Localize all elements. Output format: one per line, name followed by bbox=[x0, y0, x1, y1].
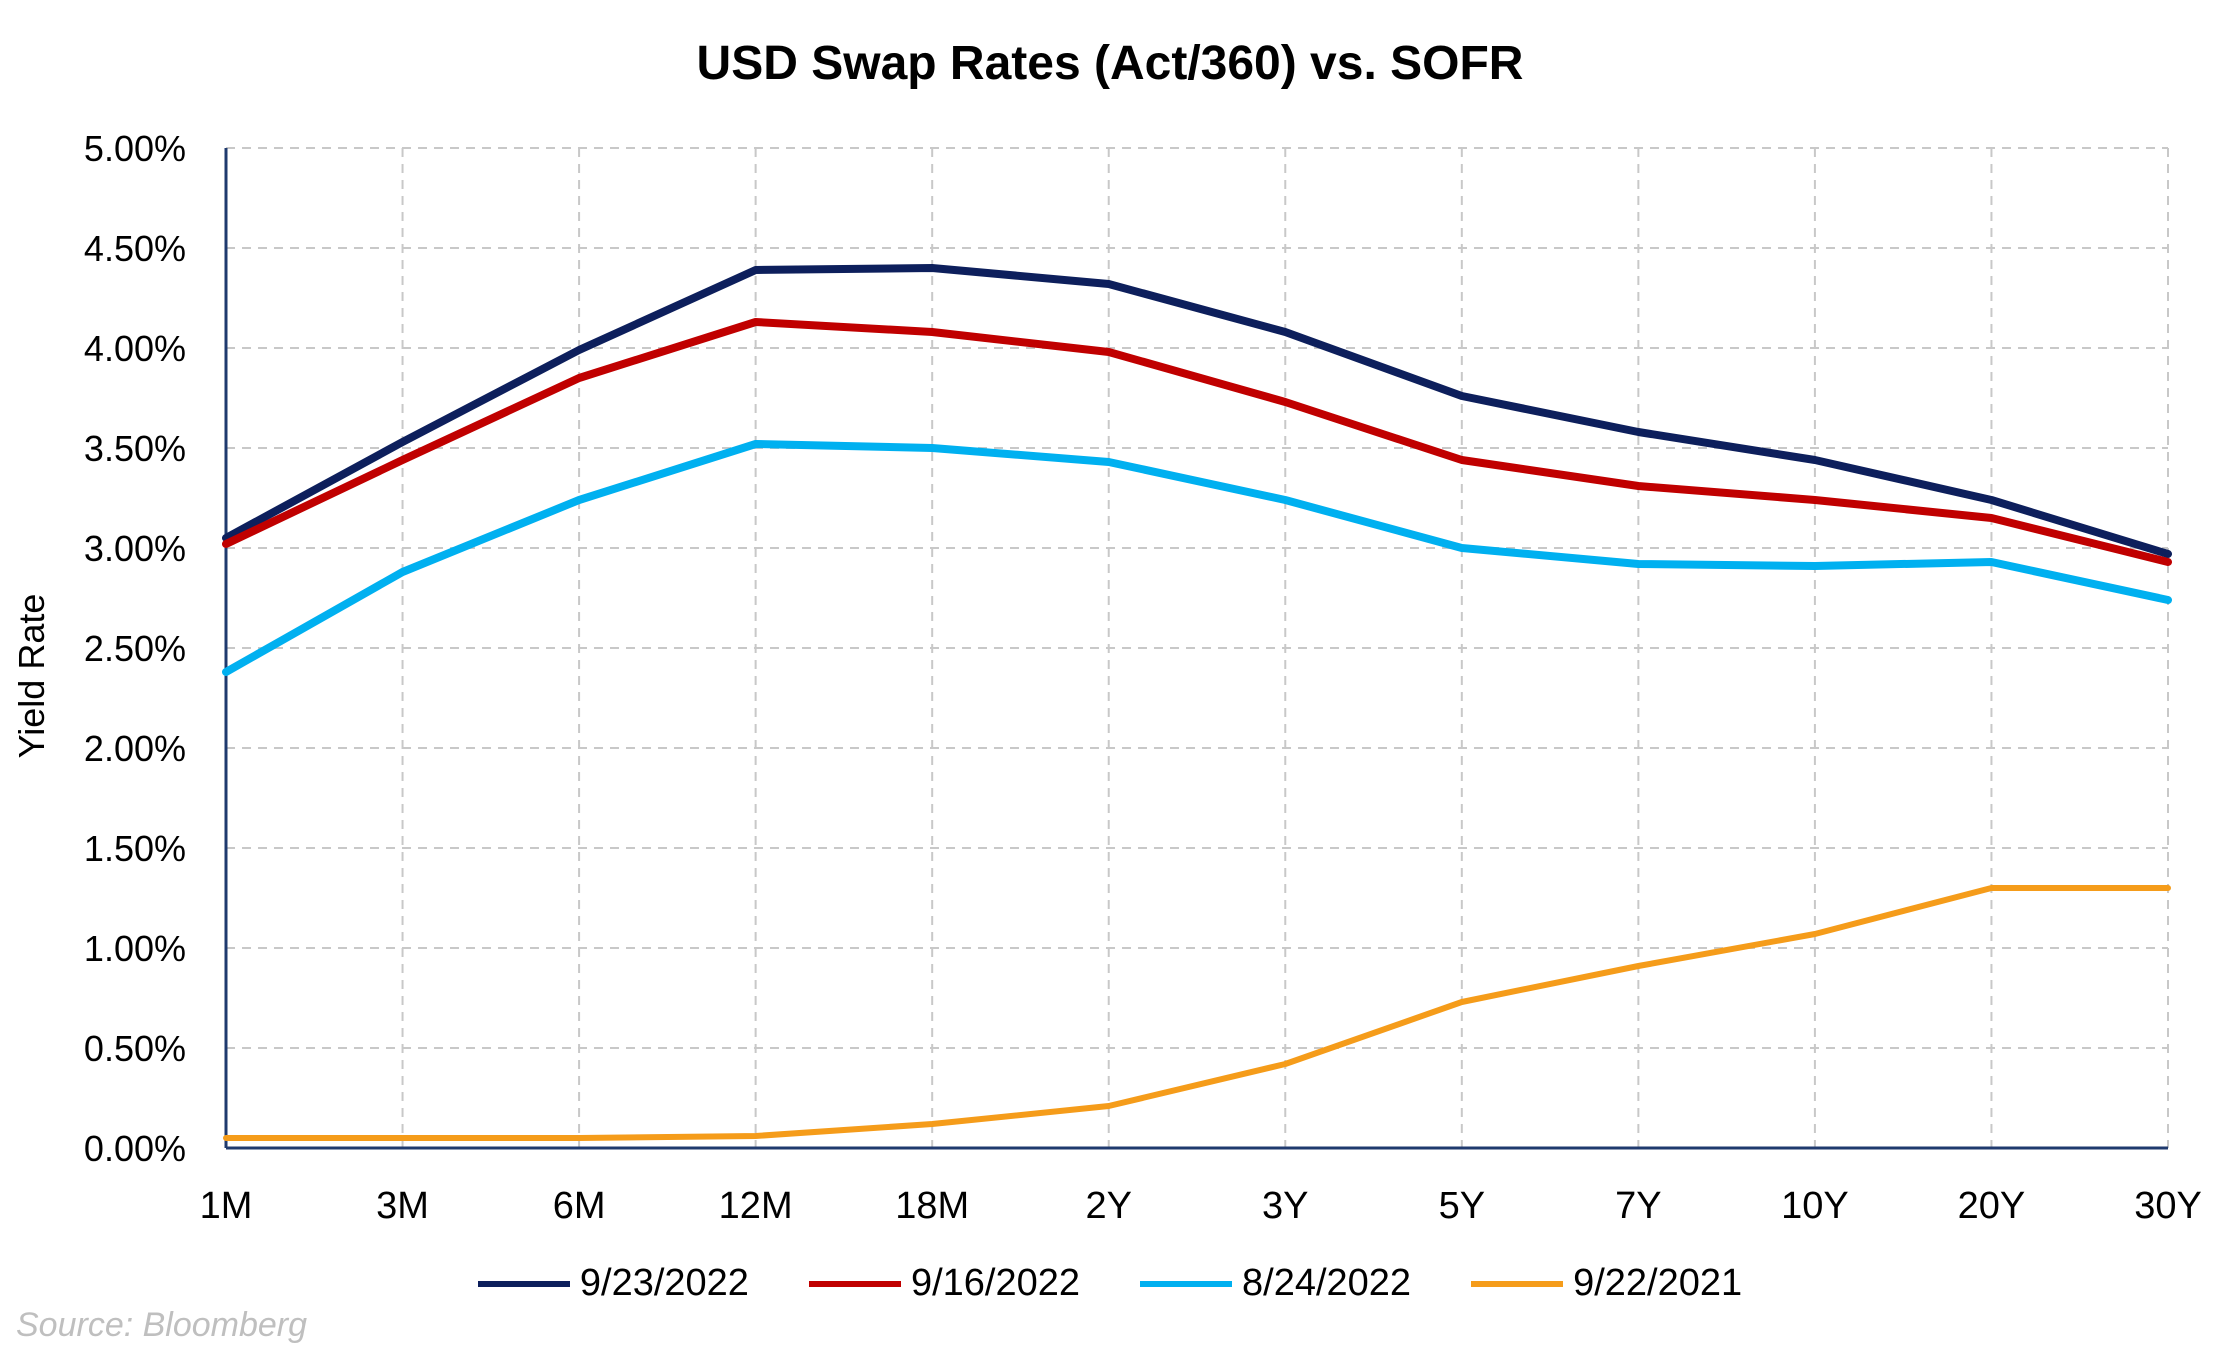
legend-swatch bbox=[477, 1280, 570, 1287]
x-tick-label: 3M bbox=[376, 1185, 429, 1227]
x-tick-label: 10Y bbox=[1781, 1185, 1849, 1227]
y-tick-label: 0.00% bbox=[84, 1128, 186, 1169]
y-tick-label: 3.00% bbox=[84, 528, 186, 569]
legend-item: 9/23/2022 bbox=[477, 1262, 749, 1305]
legend-item: 9/16/2022 bbox=[808, 1262, 1080, 1305]
axes bbox=[224, 148, 2168, 1150]
y-tick-label: 2.50% bbox=[84, 628, 186, 669]
series-lines bbox=[222, 264, 2172, 1141]
legend-item: 8/24/2022 bbox=[1140, 1262, 1411, 1305]
legend-label: 8/24/2022 bbox=[1242, 1262, 1412, 1304]
tick-labels: 0.00% 0.50% 1.00% 1.50% 2.00% 2.50% 3.00% 3.50%… bbox=[84, 128, 2202, 1227]
legend: 9/23/2022 9/16/2022 8/24/2022 9/22/2021 bbox=[0, 1262, 2220, 1305]
chart-title: USD Swap Rates (Act/360) vs. SOFR bbox=[696, 37, 1524, 90]
legend-item: 9/22/2021 bbox=[1471, 1262, 1742, 1305]
y-axis-label: Yield Rate bbox=[11, 593, 52, 759]
x-tick-label: 18M bbox=[895, 1185, 969, 1227]
legend-label: 9/22/2021 bbox=[1573, 1262, 1743, 1304]
series-line-1 bbox=[222, 264, 2172, 558]
x-tick-label: 1M bbox=[200, 1185, 253, 1227]
y-tick-label: 4.00% bbox=[84, 328, 186, 369]
x-tick-label: 5Y bbox=[1439, 1185, 1485, 1227]
y-tick-label: 4.50% bbox=[84, 228, 186, 269]
legend-label: 9/16/2022 bbox=[910, 1262, 1080, 1304]
y-tick-label: 5.00% bbox=[84, 128, 186, 169]
series-line-3 bbox=[222, 440, 2172, 676]
x-tick-label: 30Y bbox=[2134, 1185, 2202, 1227]
series-line-2 bbox=[222, 318, 2172, 566]
x-tick-label: 20Y bbox=[1958, 1185, 2026, 1227]
legend-label: 9/23/2022 bbox=[579, 1262, 749, 1304]
y-tick-label: 1.50% bbox=[84, 828, 186, 869]
x-tick-label: 7Y bbox=[1615, 1185, 1661, 1227]
series-line-4 bbox=[223, 885, 2171, 1141]
legend-swatch bbox=[1140, 1280, 1232, 1287]
x-tick-label: 12M bbox=[719, 1185, 793, 1227]
source-note: Source: Bloomberg bbox=[16, 1306, 308, 1344]
legend-swatch bbox=[808, 1280, 901, 1287]
y-tick-label: 0.50% bbox=[84, 1028, 186, 1069]
legend-swatch bbox=[1471, 1280, 1564, 1287]
y-tick-label: 1.00% bbox=[84, 928, 186, 969]
y-tick-label: 3.50% bbox=[84, 428, 186, 469]
y-tick-label: 2.00% bbox=[84, 728, 186, 769]
x-tick-label: 2Y bbox=[1085, 1185, 1131, 1227]
x-tick-label: 6M bbox=[553, 1185, 606, 1227]
x-tick-label: 3Y bbox=[1262, 1185, 1308, 1227]
grid-lines bbox=[226, 147, 2169, 1148]
